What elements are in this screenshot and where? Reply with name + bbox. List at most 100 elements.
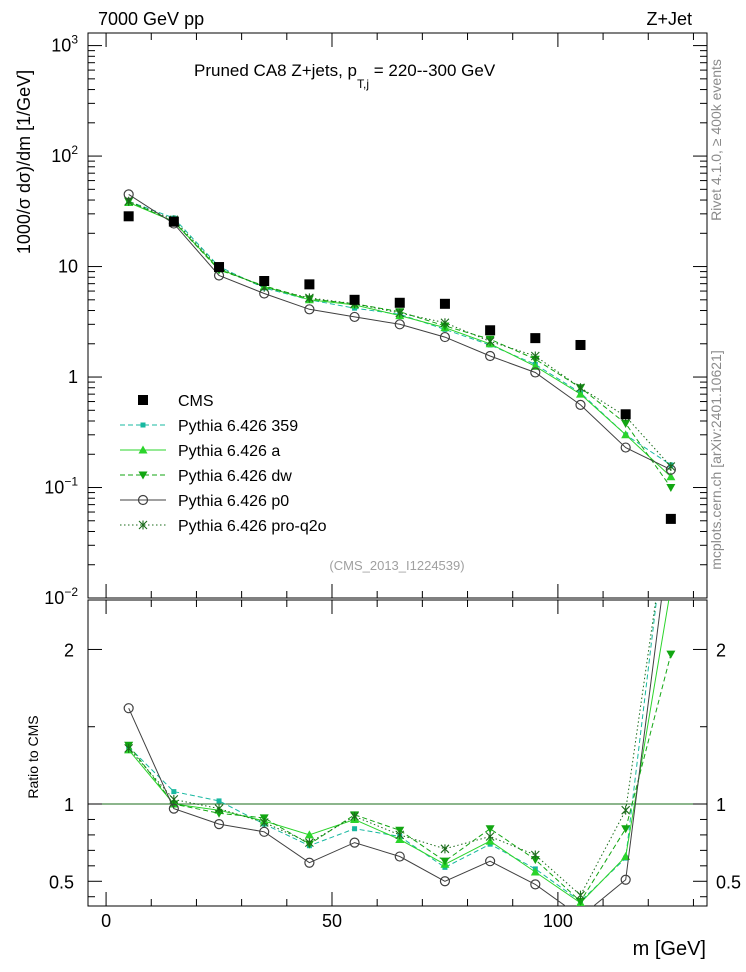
main-point [394, 297, 405, 308]
main-line [128, 193, 672, 471]
y-tick-label: 10−1 [44, 475, 78, 498]
main-point [620, 442, 631, 453]
main-point [349, 311, 360, 323]
ratio-point [305, 838, 314, 848]
ratio-series-pythia-6-426-a [124, 583, 675, 906]
ratio-y-tick-label-right: 2 [716, 640, 726, 660]
ratio-y-tick-label-right: 1 [716, 795, 726, 815]
y-tick-label: 10 [58, 257, 78, 277]
legend-marker [138, 520, 148, 530]
analysis-id-watermark: (CMS_2013_I1224539) [329, 558, 464, 573]
main-point [259, 276, 270, 287]
ratio-y-tick-label: 1 [64, 795, 74, 815]
ratio-series-pythia-6-426-p0 [123, 600, 662, 921]
ratio-point [259, 826, 270, 837]
y-tick-label: 1 [68, 367, 78, 387]
ratio-line [128, 600, 670, 904]
main-point [485, 325, 496, 336]
ratio-series [123, 583, 676, 921]
legend-marker [140, 422, 146, 428]
main-point [304, 304, 315, 315]
ratio-point [350, 811, 359, 821]
ratio-point [666, 583, 675, 591]
legend-label: CMS [178, 393, 214, 410]
main-series-pythia-6-426-a [124, 197, 676, 481]
ratio-point [485, 825, 495, 834]
ratio-point [304, 857, 315, 868]
main-point [530, 361, 540, 370]
header-right: Z+Jet [646, 9, 692, 29]
ratio-y-tick-label: 2 [64, 640, 74, 660]
legend-label: Pythia 6.426 a [178, 443, 280, 460]
main-point [621, 419, 631, 428]
ratio-point [575, 897, 585, 906]
ratio-point [168, 803, 179, 814]
legend-marker [138, 395, 148, 405]
main-panel: Pruned CA8 Z+jets, pT,j = 220--300 GeV (… [14, 32, 708, 608]
ratio-point [304, 830, 314, 839]
ratio-point [485, 831, 495, 841]
ratio-series-pythia-6-426-pro-q2o [124, 600, 657, 900]
main-point [620, 409, 631, 420]
main-line [128, 202, 672, 478]
main-point [666, 484, 676, 493]
mcplots-label: mcplots.cern.ch [arXiv:2401.10621] [708, 350, 724, 569]
y-tick-label: 103 [51, 33, 78, 56]
main-point [439, 331, 451, 343]
main-point [214, 262, 225, 273]
ratio-point [530, 856, 540, 865]
legend-entry: CMS [138, 393, 214, 410]
main-y-axis-label: 1000/σ dσ)/dm [1/GeV] [14, 70, 34, 254]
main-point [124, 196, 134, 206]
legend-entry: Pythia 6.426 dw [120, 468, 292, 485]
legend-entry: Pythia 6.426 p0 [120, 493, 289, 510]
ratio-point [394, 851, 405, 862]
main-point [440, 318, 450, 328]
y-tick-label: 102 [51, 143, 78, 166]
ratio-point [485, 856, 496, 867]
main-point [575, 339, 586, 350]
ratio-frame [87, 599, 708, 907]
main-point [666, 472, 676, 481]
main-point [394, 319, 405, 330]
ratio-point [530, 850, 540, 860]
main-series-cms [123, 211, 676, 524]
legend-marker [138, 471, 148, 480]
ratio-point [621, 852, 631, 861]
ratio-point [213, 818, 225, 830]
legend-entry: Pythia 6.426 a [120, 443, 280, 460]
ratio-point [666, 650, 676, 659]
ratio-line [128, 653, 672, 903]
ratio-series-pythia-6-426-dw [124, 650, 676, 906]
ratio-point [576, 890, 585, 900]
main-point [530, 333, 541, 344]
ratio-point [259, 818, 269, 828]
ratio-point [216, 798, 222, 804]
ratio-line [128, 600, 662, 906]
main-point [530, 367, 541, 378]
main-frame [87, 32, 708, 599]
main-point [123, 211, 134, 222]
ratio-point [576, 912, 585, 921]
legend-label: Pythia 6.426 359 [178, 418, 298, 435]
main-point [575, 399, 586, 410]
ratio-point [621, 805, 631, 815]
main-point [621, 430, 631, 439]
legend-label: Pythia 6.426 pro-q2o [178, 518, 327, 535]
x-tick-label: 0 [101, 911, 111, 931]
ratio-point [214, 809, 224, 818]
ratio-point [440, 844, 450, 854]
ratio-point [530, 879, 541, 890]
ratio-point [620, 874, 631, 885]
ratio-axes: 0.5 0.5 1 1 2 2 0 50 100 [49, 600, 741, 931]
ratio-point [349, 837, 360, 848]
main-point [305, 293, 314, 303]
main-point [576, 383, 585, 393]
y-tick-label: 10−2 [44, 585, 78, 608]
ratio-point [352, 826, 358, 832]
legend-entry: Pythia 6.426 pro-q2o [120, 518, 327, 535]
ratio-y-tick-label: 0.5 [49, 872, 74, 892]
legend-marker [137, 494, 149, 506]
main-series [123, 189, 676, 524]
main-point [439, 298, 450, 309]
